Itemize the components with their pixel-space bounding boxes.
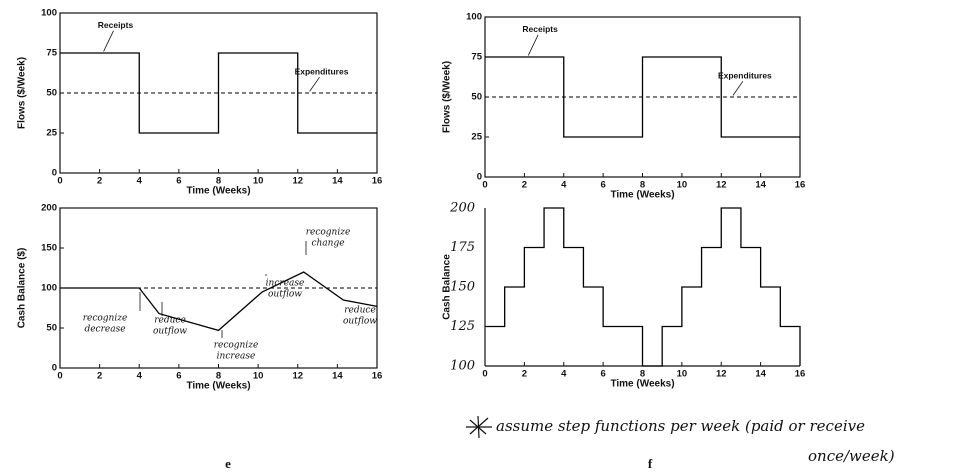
x-tick-label: 12 [716,369,727,380]
y-tick-label: 50 [46,88,57,99]
annotation: recognize [306,228,351,238]
y-tick-label: 100 [466,12,482,23]
x-tick-label: 8 [640,180,645,191]
annotation: recognize [83,314,128,324]
series-line [60,271,378,332]
y-tick-label: 50 [471,92,482,103]
x-tick-label: 4 [561,180,567,191]
x-tick-label: 12 [292,176,303,187]
x-tick-label: 6 [600,369,605,380]
note-line: assume step functions per week (paid or … [496,417,865,435]
annotation: change [311,239,344,249]
y-tick-label: 125 [450,319,475,334]
y-axis-label: Flows ($/Week) [442,61,453,133]
x-tick-label: 8 [216,176,221,187]
x-axis-label: Time (Weeks) [610,379,674,390]
x-tick-label: 16 [372,176,383,187]
y-tick-label: 200 [449,201,475,216]
series-label: Expenditures [718,70,772,80]
y-tick-label: 150 [450,280,475,295]
x-tick-label: 10 [677,180,688,191]
y-tick-label: 0 [52,363,57,374]
panel-label: e [225,456,231,471]
annotation: reduce [344,306,376,316]
x-tick-label: 6 [176,371,181,382]
note-line: once/week) [808,447,895,465]
note-star [466,415,492,439]
x-tick-label: 6 [176,176,181,187]
annotation: reduce [154,316,186,326]
annotation: increase [266,279,305,289]
leader-line [309,76,320,92]
y-axis-label: Cash Balance ($) [17,248,28,329]
y-tick-label: 50 [46,323,57,334]
y-tick-label: 100 [41,8,57,19]
y-tick-label: 25 [46,128,57,139]
x-tick-label: 14 [755,180,766,191]
y-tick-label: 200 [41,203,57,214]
y-axis-label: Flows ($/Week) [17,57,28,129]
x-tick-label: 8 [216,371,221,382]
y-tick-label: 100 [41,283,57,294]
x-tick-label: 16 [795,180,806,191]
y-tick-label: 100 [450,359,475,374]
y-tick-label: 175 [450,240,475,255]
x-tick-label: 16 [372,371,383,382]
x-tick-label: 10 [253,371,264,382]
y-tick-label: 75 [46,48,57,59]
x-tick-label: 12 [716,180,727,191]
series-label: Receipts [98,20,134,30]
x-tick-label: 14 [332,371,343,382]
x-tick-label: 4 [561,369,567,380]
x-axis-label: Time (Weeks) [186,381,250,392]
x-tick-label: 6 [600,180,605,191]
x-tick-label: 4 [137,371,143,382]
x-tick-label: 2 [522,180,527,191]
x-tick-label: 0 [482,369,487,380]
y-tick-label: 150 [41,243,57,254]
x-tick-label: 2 [522,369,527,380]
panel-label: f [648,456,653,471]
x-axis-label: Time (Weeks) [610,190,674,201]
annotation: outflow [268,290,302,300]
x-tick-label: 14 [332,176,343,187]
x-tick-label: 16 [795,369,806,380]
x-tick-label: 10 [677,369,688,380]
x-tick-label: 14 [755,369,766,380]
x-tick-label: 8 [640,369,645,380]
x-tick-label: 2 [97,176,102,187]
annotation: outflow [343,317,377,327]
y-tick-label: 0 [52,168,57,179]
annotation: decrease [84,325,125,335]
series-line [485,207,801,367]
y-tick-label: 0 [477,172,482,183]
y-axis-label: Cash Balance [442,254,453,320]
series-line [60,52,377,134]
x-tick-label: 0 [57,176,62,187]
leader-line [732,80,744,96]
x-tick-label: 4 [137,176,143,187]
annotation: increase [217,352,256,362]
y-tick-label: 75 [471,52,482,63]
annotation: recognize [214,341,259,351]
x-tick-label: 2 [97,371,102,382]
x-tick-label: 0 [482,180,487,191]
y-tick-label: 25 [471,132,482,143]
series-label: Receipts [522,24,558,34]
x-tick-label: 10 [253,176,264,187]
leader-line [103,30,114,52]
series-label: Expenditures [295,66,349,76]
x-axis-label: Time (Weeks) [186,186,250,197]
x-tick-label: 0 [57,371,62,382]
x-tick-label: 12 [292,371,303,382]
annotation: outflow [153,327,187,337]
leader-line [527,34,539,56]
